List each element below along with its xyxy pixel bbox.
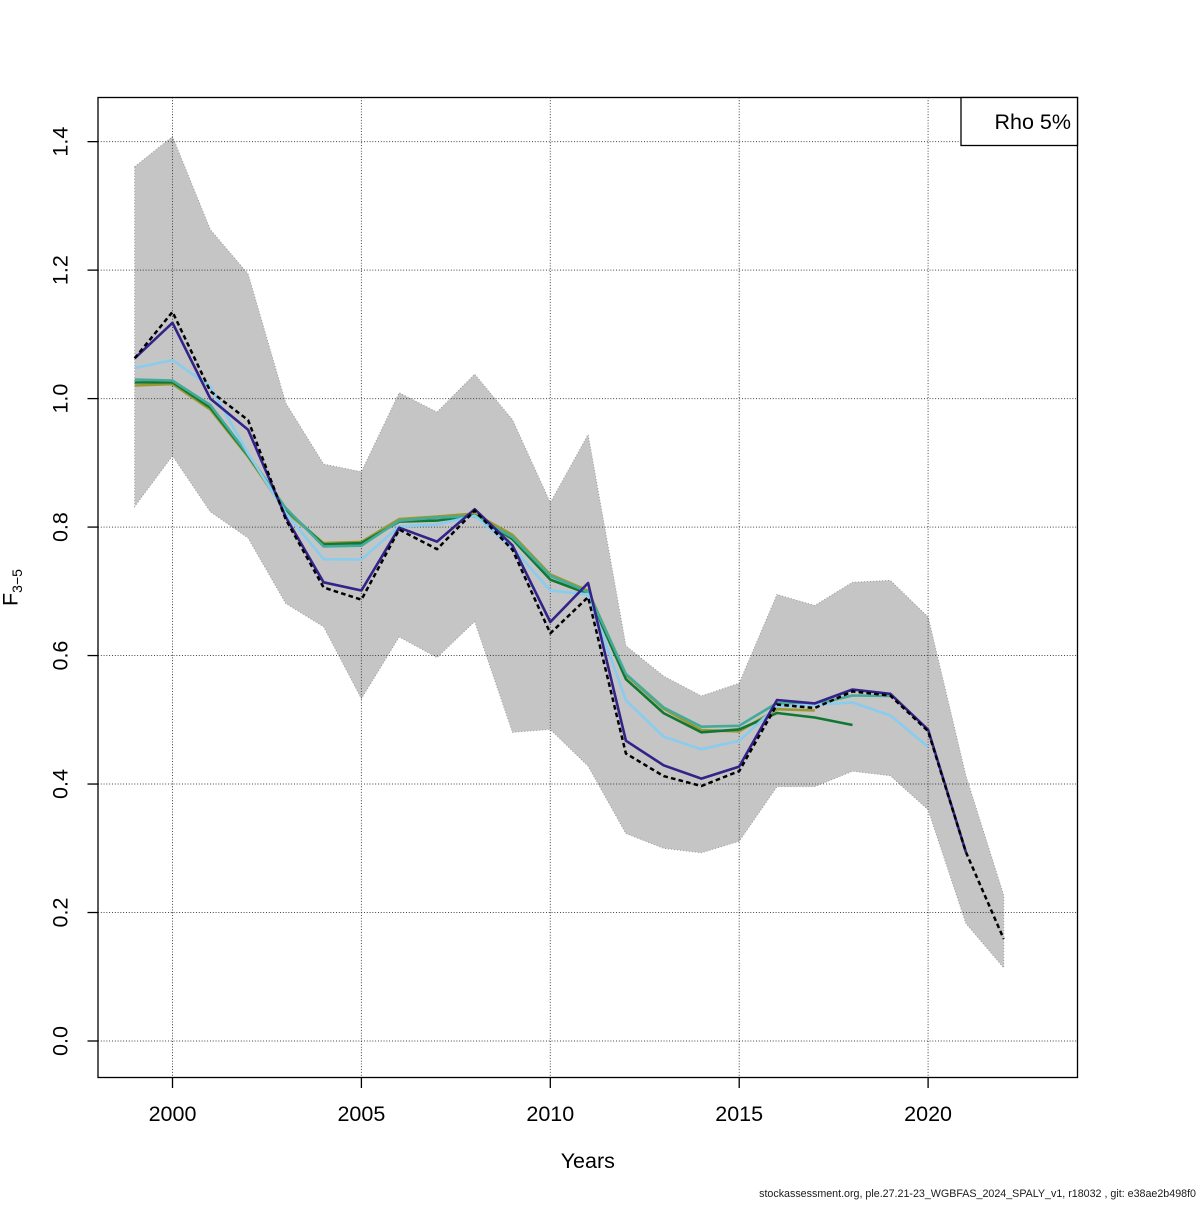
svg-text:0.6: 0.6 xyxy=(49,641,73,671)
svg-text:Years: Years xyxy=(561,1149,615,1173)
svg-text:Rho 5%: Rho 5% xyxy=(995,110,1072,134)
svg-text:2000: 2000 xyxy=(149,1102,197,1126)
svg-text:1.2: 1.2 xyxy=(49,255,73,285)
svg-text:0.4: 0.4 xyxy=(49,769,73,799)
svg-text:stockassessment.org, ple.27.21: stockassessment.org, ple.27.21-23_WGBFAS… xyxy=(759,1188,1196,1200)
svg-text:2010: 2010 xyxy=(526,1102,574,1126)
svg-text:2020: 2020 xyxy=(904,1102,952,1126)
svg-text:0.0: 0.0 xyxy=(49,1026,73,1056)
svg-text:2015: 2015 xyxy=(715,1102,763,1126)
svg-text:0.2: 0.2 xyxy=(49,898,73,928)
svg-text:2005: 2005 xyxy=(337,1102,385,1126)
svg-text:0.8: 0.8 xyxy=(49,512,73,542)
svg-text:1.0: 1.0 xyxy=(49,384,73,414)
svg-text:1.4: 1.4 xyxy=(49,127,73,157)
